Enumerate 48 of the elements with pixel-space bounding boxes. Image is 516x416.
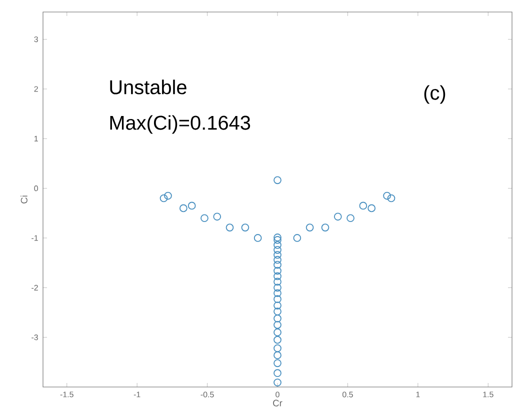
point (274, 378, 282, 386)
point (188, 202, 196, 210)
point (387, 194, 396, 202)
point (274, 256, 282, 264)
point (274, 246, 282, 254)
point (274, 284, 282, 292)
point (254, 234, 262, 242)
point (164, 192, 172, 200)
point (274, 314, 282, 322)
point (274, 351, 282, 360)
point (274, 260, 282, 269)
point (160, 194, 168, 202)
annotation: (c) (424, 85, 446, 104)
point (274, 266, 282, 275)
point (359, 202, 368, 210)
point (274, 320, 282, 329)
point (321, 224, 330, 232)
point (293, 234, 302, 242)
point (274, 336, 282, 344)
annotation: Unstable (110, 80, 186, 94)
x-axis-title: Cr (273, 400, 282, 406)
point (226, 224, 234, 232)
point (274, 241, 282, 249)
point (274, 344, 282, 352)
point (274, 176, 282, 184)
point (274, 278, 282, 286)
point (274, 234, 282, 242)
point (334, 212, 342, 221)
point (200, 214, 208, 222)
point (274, 308, 282, 316)
point (368, 204, 376, 212)
point (383, 192, 391, 200)
point (274, 328, 282, 336)
point (274, 302, 282, 310)
point (274, 289, 282, 298)
point (274, 272, 282, 280)
point (241, 224, 250, 232)
point (179, 204, 188, 212)
point (274, 295, 282, 304)
point (213, 212, 222, 221)
point (274, 359, 282, 368)
point (306, 224, 314, 232)
annotation: Max(Ci)=0.1643 (110, 115, 250, 134)
point (346, 214, 354, 222)
point (274, 369, 282, 378)
y-axis-title: Ci (20, 196, 28, 204)
point (274, 250, 282, 259)
point (274, 236, 282, 244)
